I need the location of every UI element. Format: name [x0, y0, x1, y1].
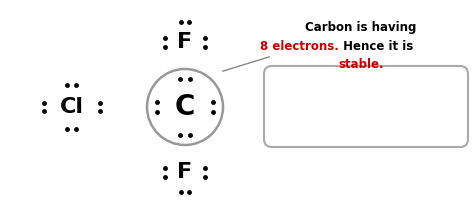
Text: Hence it is: Hence it is: [339, 40, 413, 52]
Text: F: F: [177, 162, 192, 182]
Text: C: C: [175, 93, 195, 121]
FancyBboxPatch shape: [264, 66, 468, 147]
Text: stable.: stable.: [338, 58, 384, 70]
Text: Carbon is having: Carbon is having: [305, 21, 417, 34]
Text: F: F: [177, 32, 192, 52]
Text: 8 electrons.: 8 electrons.: [260, 40, 339, 52]
Text: Cl: Cl: [286, 97, 310, 117]
Text: Cl: Cl: [60, 97, 84, 117]
